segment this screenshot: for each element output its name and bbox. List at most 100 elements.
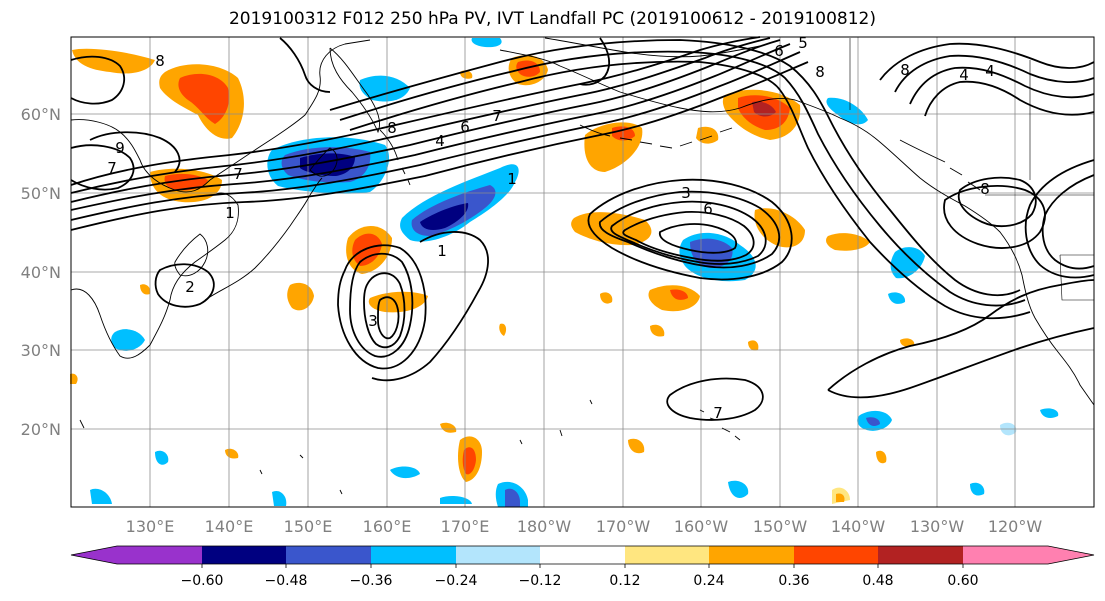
contour-label: 4 xyxy=(985,62,995,80)
coast-aleutians xyxy=(579,124,733,149)
lon-label: 170°W xyxy=(596,517,651,536)
coast-korea xyxy=(174,233,209,277)
colorbar-tick-label: −0.12 xyxy=(519,573,562,589)
anomaly-pos-small-2 xyxy=(628,438,645,454)
anomaly-neg-170e-inner xyxy=(420,203,469,230)
anomaly-pos-140w-42n xyxy=(826,233,870,251)
anomaly-neg-small-7 xyxy=(272,490,287,506)
colorbar-bin xyxy=(794,546,878,564)
contour-line xyxy=(909,66,1095,105)
anomaly-pos-small-13 xyxy=(140,284,151,295)
lon-label: 160°W xyxy=(674,517,729,536)
contour-line xyxy=(1041,174,1095,270)
contour-line xyxy=(1024,159,1095,279)
colorbar-tick-label: 0.12 xyxy=(609,573,640,589)
colorbar-bin xyxy=(625,546,709,564)
contour-line xyxy=(89,131,181,173)
contour-line xyxy=(827,279,1095,391)
border-states xyxy=(1029,60,1094,301)
anomaly-pos-150e-32n xyxy=(287,282,314,311)
anomaly-pos-small-11 xyxy=(499,323,507,336)
colorbar-extend-high xyxy=(1048,546,1094,564)
colorbar-tick-label: 0.60 xyxy=(947,573,978,589)
anomaly-pos-small-7 xyxy=(440,422,457,433)
contour-line xyxy=(70,36,761,186)
contour-line xyxy=(339,50,1026,307)
contour-line xyxy=(337,244,427,370)
lat-label: 50°N xyxy=(21,184,61,203)
colorbar-bin xyxy=(286,546,371,564)
colorbar-tick-label: −0.60 xyxy=(181,573,224,589)
lon-label: 180°W xyxy=(517,517,572,536)
contour-line xyxy=(349,60,1031,320)
anomaly-pos-small-3 xyxy=(748,340,759,351)
colorbar-bin xyxy=(709,546,794,564)
contour-line xyxy=(610,200,767,265)
colorbar: −0.60 −0.48 −0.36 −0.24 −0.12 0.12 0.24 … xyxy=(70,545,1095,589)
contour-label: 8 xyxy=(815,63,825,81)
contour-label: 8 xyxy=(900,61,910,79)
colorbar-extend-low xyxy=(71,546,117,564)
anomaly-neg-small-3 xyxy=(728,480,749,498)
colorbar-tick-label: 0.24 xyxy=(693,573,724,589)
contour-line xyxy=(827,327,1095,399)
anomaly-neg-small-10 xyxy=(440,496,472,504)
contour-label: 3 xyxy=(681,184,691,202)
contour-label: 7 xyxy=(233,165,243,183)
colorbar-bin xyxy=(371,546,456,564)
lat-label: 20°N xyxy=(21,420,61,439)
colorbar-tick-label: 0.48 xyxy=(862,573,893,589)
anomaly-pos-160e-40n-core xyxy=(352,233,382,266)
contour-label: 9 xyxy=(115,139,125,157)
contour-line xyxy=(371,231,489,382)
colorbar-outline xyxy=(70,545,1095,565)
anomaly-pos-small-12 xyxy=(70,373,78,384)
contour-line xyxy=(659,223,737,254)
contour-label: 8 xyxy=(155,52,165,70)
contour-line xyxy=(70,55,126,105)
anomaly-neg-small-9 xyxy=(90,488,112,504)
contour-line xyxy=(587,178,793,281)
contour-line xyxy=(279,37,331,93)
lon-label: 130°W xyxy=(910,517,965,536)
anomaly-neg-180-10n-core xyxy=(505,488,520,507)
coast-hawaii xyxy=(699,409,741,441)
anomaly-pos-small-6 xyxy=(836,493,845,502)
coast-alaska xyxy=(499,49,876,139)
coast-kamchatka xyxy=(329,47,380,134)
lat-label: 40°N xyxy=(21,263,61,282)
lon-label: 120°W xyxy=(988,517,1043,536)
colorbar-bin xyxy=(963,546,1048,564)
contour-label: 2 xyxy=(185,278,195,296)
anomaly-pos-small-4 xyxy=(876,450,887,464)
lon-label: 160°E xyxy=(363,517,412,536)
coast-japan xyxy=(204,147,338,301)
coastlines xyxy=(70,37,1095,495)
contour-label: 5 xyxy=(798,34,808,52)
anomaly-pos-small-8 xyxy=(225,448,239,459)
contour-line xyxy=(894,54,1095,93)
map-frame xyxy=(70,36,1095,508)
contour-line xyxy=(329,39,1021,297)
colorbar-tick-label: −0.24 xyxy=(435,573,478,589)
contour-line xyxy=(70,61,809,231)
contour-line xyxy=(666,377,764,421)
contour-label: 1 xyxy=(437,242,447,260)
anomaly-neg-130e-30n xyxy=(111,329,145,351)
anomaly-pos-160w-35n xyxy=(648,285,700,312)
contour-line xyxy=(957,176,1037,228)
contour-label: 6 xyxy=(703,200,713,218)
contour-label: 7 xyxy=(107,159,117,177)
contour-label: 7 xyxy=(492,107,502,125)
contour-label: 6 xyxy=(774,42,784,60)
colorbar-tick-label: −0.48 xyxy=(265,573,308,589)
lat-label: 60°N xyxy=(21,105,61,124)
anomaly-neg-small-6 xyxy=(970,482,985,496)
contour-line xyxy=(70,51,801,221)
contour-line xyxy=(70,144,135,191)
coast-pacific-islands xyxy=(79,399,593,495)
contour-label: 4 xyxy=(959,66,969,84)
colorbar-tick-label: 0.36 xyxy=(778,573,809,589)
contour-line xyxy=(154,263,215,308)
